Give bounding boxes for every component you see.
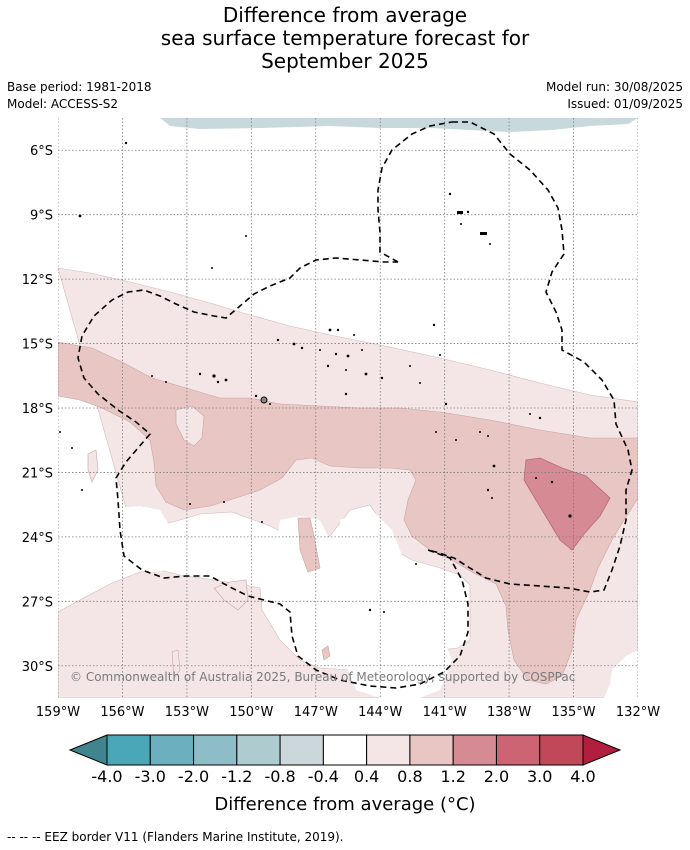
- colorbar-bin: [193, 734, 238, 766]
- map-title: Difference from average sea surface temp…: [0, 4, 690, 73]
- colorbar-bin: [409, 734, 454, 766]
- lon-label: 153°W: [165, 705, 209, 720]
- colorbar-bin: [322, 734, 368, 766]
- lon-label: 150°W: [229, 705, 273, 720]
- colorbar-tick-label: 4.0: [570, 767, 595, 786]
- colorbar-bin: [452, 734, 497, 766]
- small-warm-patch-2: [321, 645, 331, 661]
- lon-label: 138°W: [487, 705, 531, 720]
- footnote: -- -- -- EEZ border V11 (Flanders Marine…: [7, 830, 344, 844]
- lat-label: 18°S: [22, 402, 53, 417]
- neutral-hole-west: [120, 506, 178, 572]
- base-period: Base period: 1981-2018: [7, 80, 152, 94]
- colorbar-tick-label: 0.4: [354, 767, 379, 786]
- lon-label: 141°W: [423, 705, 467, 720]
- colorbar-bin: [106, 734, 151, 766]
- neutral-hole-south: [336, 508, 452, 698]
- colorbar-extend-high: [582, 734, 622, 766]
- lat-label: 27°S: [22, 595, 53, 610]
- map-field: [58, 118, 638, 698]
- grid-lines: [58, 118, 638, 698]
- lon-label: 156°W: [100, 705, 144, 720]
- colorbar-tick-label: -2.0: [178, 767, 209, 786]
- latitude-labels: 6°S 9°S 12°S 15°S 18°S 21°S 24°S 27°S 30°S: [22, 144, 53, 675]
- meta-right: Model run: 30/08/2025 Issued: 01/09/2025: [546, 79, 683, 113]
- small-light-patch-2: [87, 449, 99, 483]
- colorbar-tick-label: -3.0: [135, 767, 166, 786]
- small-light-patch-3: [213, 579, 249, 611]
- islands: [59, 141, 572, 613]
- small-warm-patch-1: [297, 517, 321, 573]
- colorbar-bin: [279, 734, 324, 766]
- small-light-patch: [175, 405, 205, 447]
- colorbar-extend-low: [68, 734, 108, 766]
- title-line-1: Difference from average: [222, 3, 468, 27]
- lat-label: 12°S: [22, 273, 53, 288]
- colorbar-tick-label: -1.2: [221, 767, 252, 786]
- colorbar-tick-labels: -4.0 -3.0 -2.0 -1.2 -0.8 -0.4 0.4 0.8 1.2 2.0 3.0 4…: [91, 767, 595, 786]
- colorbar-tick-label: -0.4: [308, 767, 339, 786]
- title-line-2: sea surface temperature forecast for: [160, 26, 530, 50]
- meta-left: Base period: 1981-2018 Model: ACCESS-S2: [7, 79, 152, 113]
- copyright-text: © Commonwealth of Australia 2025, Bureau…: [70, 670, 575, 684]
- colorbar-tick-label: 3.0: [527, 767, 552, 786]
- lat-label: 9°S: [30, 209, 53, 224]
- small-light-patch-4: [171, 649, 181, 679]
- lat-label: 21°S: [22, 466, 53, 481]
- colorbar-bin: [366, 734, 411, 766]
- lon-label: 144°W: [358, 705, 402, 720]
- lon-label: 135°W: [551, 705, 595, 720]
- anomaly-region-1-2: [523, 457, 611, 551]
- anomaly-region-0-4: [58, 267, 638, 698]
- colorbar-tick-label: -0.8: [264, 767, 295, 786]
- colorbar-tick-label: 2.0: [484, 767, 509, 786]
- lat-label: 24°S: [22, 531, 53, 546]
- model-name: Model: ACCESS-S2: [7, 97, 119, 111]
- colorbar-bin: [495, 734, 541, 766]
- lon-label: 147°W: [294, 705, 338, 720]
- lat-label: 30°S: [22, 660, 53, 675]
- colorbar-bin: [539, 734, 584, 766]
- issued-date: Issued: 01/09/2025: [567, 97, 683, 111]
- neutral-hole-southeast: [604, 650, 638, 698]
- lat-label: 15°S: [22, 338, 53, 353]
- colorbar-bin: [149, 734, 195, 766]
- longitude-labels: 159°W 156°W 153°W 150°W 147°W 144°W 141°W 138°W…: [36, 705, 660, 720]
- cool-anomaly-region: [160, 118, 638, 132]
- colorbar-tick-label: -4.0: [91, 767, 122, 786]
- lon-label: 132°W: [616, 705, 660, 720]
- colorbar-title: Difference from average (°C): [214, 794, 475, 815]
- colorbar-tick-label: 1.2: [440, 767, 465, 786]
- colorbar-bin: [236, 734, 281, 766]
- colorbar-tick-label: 0.8: [397, 767, 422, 786]
- model-run: Model run: 30/08/2025: [545, 80, 683, 94]
- lat-label: 6°S: [30, 144, 53, 159]
- eez-border: [77, 121, 633, 689]
- title-line-3: September 2025: [261, 49, 429, 73]
- colorbar: [68, 734, 622, 766]
- lon-label: 159°W: [36, 705, 80, 720]
